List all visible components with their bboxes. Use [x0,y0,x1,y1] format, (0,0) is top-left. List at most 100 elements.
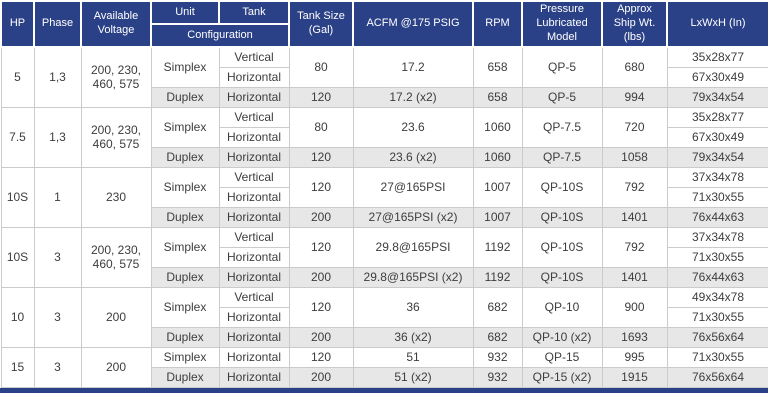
cell: 932 [472,346,523,368]
cell: Simplex [150,166,220,208]
cell: 51 [352,346,474,368]
cell: 49x34x78 [666,286,768,308]
cell: 71x30x55 [666,246,768,268]
cell: 932 [472,366,523,388]
cell: Vertical [218,226,290,248]
cell: 76x56x64 [666,366,768,388]
table-row: Horizontal 71x30x55 [1,186,768,208]
cell: Duplex [150,146,220,168]
cell: 792 [601,226,668,268]
cell: 10 [0,286,35,348]
cell: 1 [33,166,82,228]
cell: 35x28x77 [666,46,768,68]
cell: QP-7.5 [521,106,603,148]
cell: 995 [601,346,668,368]
cell: Duplex [150,266,220,288]
cell: 200 [288,366,354,388]
cell: 200 [288,326,354,348]
cell: 200 [288,266,354,288]
cell: 720 [601,106,668,148]
cell: 682 [472,326,523,348]
cell: 680 [601,46,668,88]
table-footer-bar [0,387,768,393]
cell: 17.2 [352,46,474,88]
cell: Horizontal [218,86,290,108]
cell: 1192 [472,266,523,288]
cell: 80 [288,106,354,148]
col-header-acfm: ACFM @175 PSIG [352,0,474,48]
cell: QP-10 [521,286,603,328]
cell: 1058 [601,146,668,168]
col-header-rpm: RPM [472,0,523,48]
cell: 1007 [472,206,523,228]
col-header-dimensions: LxWxH (In) [666,0,768,48]
cell: 1401 [601,206,668,228]
cell: 76x56x64 [666,326,768,348]
table-row: 15 3 200 Simplex Horizontal 120 51 932 QP-15 995 7… [0,346,768,388]
col-header-ship-weight: Approx Ship Wt. (lbs) [601,0,668,48]
duplex-row: Duplex Horizontal 200 51 (x2) 932 QP-15 (x2) 1… [1,366,768,388]
cell: Vertical [218,166,290,188]
cell: Horizontal [218,246,290,268]
cell: 71x30x55 [666,306,768,328]
cell: 67x30x49 [666,66,768,88]
cell: 3 [33,226,82,288]
cell: 3 [33,346,82,388]
cell: 29.8@165PSI (x2) [352,266,474,288]
cell: 10S [0,226,35,288]
col-header-available-voltage: Available Voltage [80,0,152,48]
table-body: 5 1,3 200, 230, 460, 575 Simplex Vertical 80 1… [0,46,768,388]
cell: 27@165PSI [352,166,474,208]
cell: 230 [80,166,152,228]
cell: 1060 [472,146,523,168]
cell: Horizontal [218,66,290,88]
cell: Simplex [150,46,220,88]
duplex-row: Duplex Horizontal 120 17.2 (x2) 658 QP-5 994 79… [1,86,768,108]
duplex-row: Duplex Horizontal 200 29.8@165PSI (x2) 1192 Q… [1,266,768,288]
cell: 1693 [601,326,668,348]
table-row: 5 1,3 200, 230, 460, 575 Simplex Vertical 80 1… [0,46,768,108]
cell: 1,3 [33,46,82,108]
table-row: Configuration [1,23,768,48]
col-header-hp: HP [0,0,35,48]
cell: 37x34x78 [666,226,768,248]
cell: 5 [0,46,35,108]
cell: 36 (x2) [352,326,474,348]
cell: 76x44x63 [666,206,768,228]
cell: Horizontal [218,366,290,388]
table-row: 7.5 1,3 200, 230, 460, 575 Simplex Vertical 8… [0,106,768,168]
cell: 1192 [472,226,523,268]
cell: 658 [472,46,523,88]
cell: Duplex [150,206,220,228]
cell: 76x44x63 [666,266,768,288]
table-row: 10S 1 230 Simplex Vertical 120 27@165PSI 1007 QP… [0,166,768,228]
cell: QP-15 (x2) [521,366,603,388]
col-header-tank-size: Tank Size (Gal) [288,0,354,48]
cell: 23.6 (x2) [352,146,474,168]
compressor-spec-table: HP Phase Available Voltage Unit Tank Tank Siz… [0,0,768,388]
cell: 36 [352,286,474,328]
cell: Simplex [150,286,220,328]
table-row: HP Phase Available Voltage Unit Tank Tank Siz… [0,0,768,48]
cell: Simplex [150,226,220,268]
cell: 120 [288,146,354,168]
cell: Duplex [150,86,220,108]
cell: QP-10S [521,166,603,208]
cell: QP-5 [521,86,603,108]
cell: 658 [472,86,523,108]
cell: 3 [33,286,82,348]
cell: Vertical [218,46,290,68]
cell: 1,3 [33,106,82,168]
col-header-model: Pressure Lubricated Model [521,0,603,48]
cell: QP-10S [521,206,603,228]
cell: 200 [80,286,152,348]
cell: 10S [0,166,35,228]
cell: Duplex [150,366,220,388]
cell: QP-10 (x2) [521,326,603,348]
cell: 200, 230, 460, 575 [80,46,152,108]
cell: 200, 230, 460, 575 [80,226,152,288]
col-header-configuration: Configuration [150,23,290,48]
cell: 80 [288,46,354,88]
cell: 35x28x77 [666,106,768,128]
cell: 120 [288,286,354,328]
